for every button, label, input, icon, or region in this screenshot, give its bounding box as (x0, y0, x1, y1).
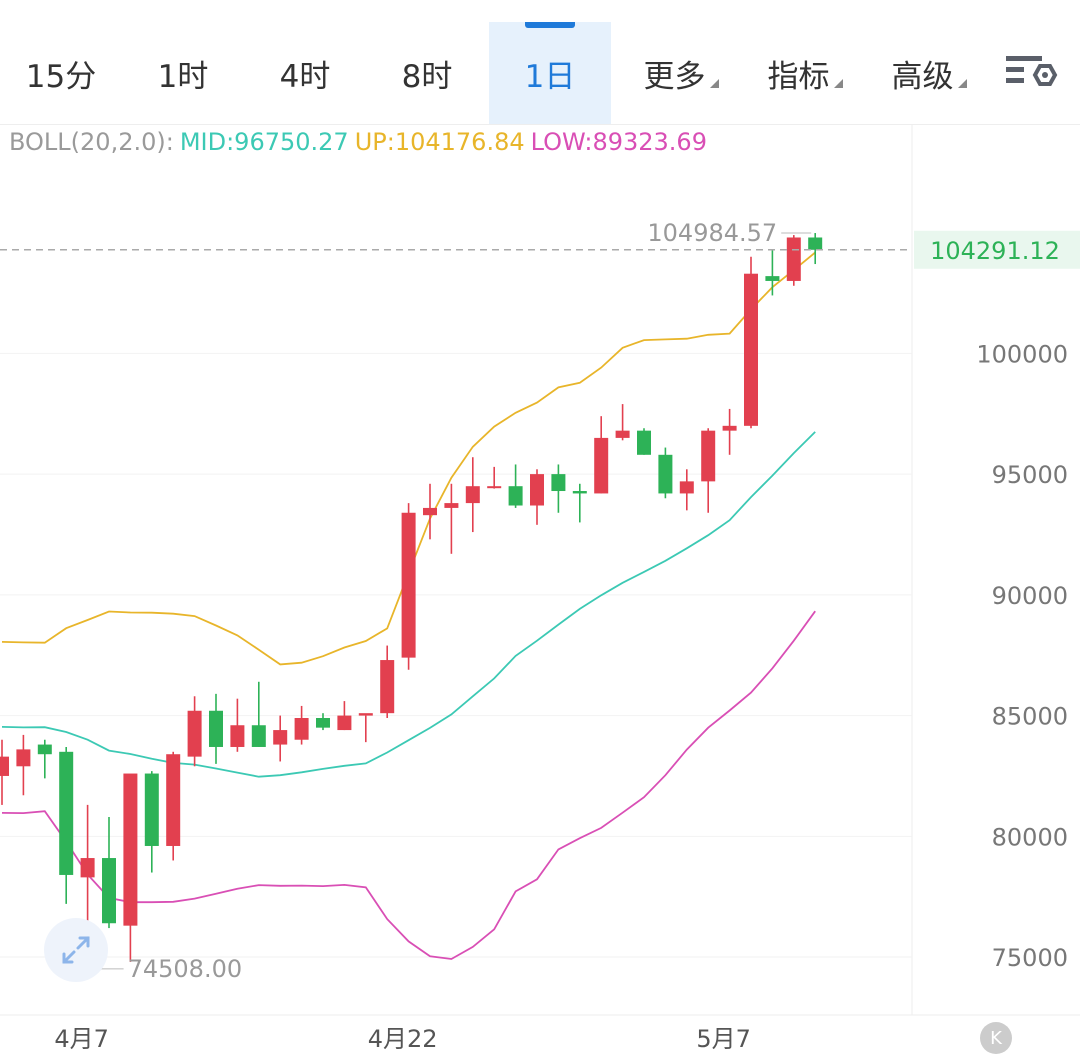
tab-1day[interactable]: 1日 (489, 22, 611, 124)
candle-body (337, 715, 352, 731)
candle-body (551, 474, 566, 492)
candle-body (380, 660, 395, 714)
candle-body (423, 507, 437, 516)
tab-1hour[interactable]: 1时 (122, 22, 244, 124)
tab-label: 更多 (643, 58, 706, 95)
candle-body (808, 237, 823, 250)
candle-body (80, 858, 95, 878)
boll-mid-line (1, 431, 816, 778)
candle-body (37, 744, 52, 755)
candle-body (594, 437, 609, 494)
tab-label: 指标 (767, 58, 830, 95)
current-price-tag (914, 230, 1080, 269)
candle-body (102, 858, 116, 924)
candle-body (765, 276, 780, 281)
boll-up-value: UP:104176.84 (354, 128, 525, 156)
boll-mid-value: MID:96750.27 (179, 128, 349, 156)
dropdown-corner-icon (957, 78, 967, 88)
candle-body (530, 474, 544, 506)
current-price-label: 104291.12 (930, 237, 1060, 265)
candle-body (487, 486, 502, 489)
candle-body (209, 710, 223, 747)
candle-body (166, 754, 181, 846)
chart-settings-icon[interactable] (1000, 50, 1060, 100)
fullscreen-button[interactable] (44, 918, 108, 982)
boll-indicator-legend: BOLL(20,2.0): MID:96750.27 UP:104176.84 LOW… (9, 128, 713, 156)
candle-body (658, 454, 673, 494)
tab-indicators[interactable]: 指标 (750, 22, 860, 124)
candle-body (358, 713, 373, 716)
candle-body (230, 725, 245, 747)
tab-label: 高级 (891, 58, 954, 95)
candle-body (572, 491, 587, 494)
dropdown-corner-icon (709, 78, 719, 88)
candle-body (0, 756, 9, 776)
candle-body (273, 730, 288, 745)
y-tick-label: 85000 (992, 703, 1068, 731)
min-price-label: 74508.00 (128, 955, 243, 983)
candle-body (444, 503, 459, 508)
candle-body (59, 751, 74, 875)
k-line-button[interactable]: K (980, 1022, 1012, 1054)
expand-arrows-icon (62, 936, 90, 964)
tab-label: 4时 (279, 58, 331, 95)
tab-label: 8时 (401, 58, 453, 95)
k-button-label: K (990, 1027, 1002, 1049)
candle-body (144, 773, 159, 846)
timeframe-tab-bar: 15分 1时 4时 8时 1日 更多 指标 高级 (0, 0, 1080, 125)
tab-4hour[interactable]: 4时 (244, 22, 366, 124)
candle-body (637, 430, 651, 455)
x-tick-label: 4月22 (368, 1025, 438, 1053)
boll-lower-line (1, 610, 816, 960)
boll-params: BOLL(20,2.0): (9, 128, 174, 156)
candle-body (316, 718, 330, 728)
boll-low-value: LOW:89323.69 (530, 128, 707, 156)
dropdown-corner-icon (833, 78, 843, 88)
x-tick-label: 4月7 (54, 1025, 109, 1053)
candle-body (251, 725, 266, 747)
tab-more[interactable]: 更多 (626, 22, 736, 124)
candle-body (187, 710, 202, 757)
candle-body (722, 425, 737, 431)
candle-body (123, 773, 138, 926)
y-tick-label: 90000 (992, 582, 1068, 610)
max-price-label: 104984.57 (647, 219, 777, 247)
candle-body (701, 430, 716, 482)
candle-body (615, 430, 630, 438)
candle-body (786, 237, 801, 281)
tab-label: 15分 (25, 58, 97, 95)
y-tick-label: 95000 (992, 461, 1068, 489)
tab-label: 1日 (524, 58, 576, 95)
candle-body (465, 486, 480, 504)
candle-body (508, 486, 523, 506)
tab-15min[interactable]: 15分 (0, 22, 122, 124)
candle-body (744, 273, 758, 426)
tab-advanced[interactable]: 高级 (874, 22, 984, 124)
x-tick-label: 5月7 (696, 1025, 751, 1053)
candle-body (679, 481, 694, 494)
candle-body (16, 749, 31, 767)
tab-label: 1时 (157, 58, 209, 95)
candle-body (294, 718, 309, 740)
y-tick-label: 80000 (992, 823, 1068, 851)
candle-body (401, 512, 416, 658)
candlestick-chart[interactable]: 100000 95000 90000 85000 80000 75000 4月7 4月22 5月… (0, 124, 1080, 1061)
tab-8hour[interactable]: 8时 (366, 22, 488, 124)
y-tick-label: 75000 (992, 944, 1068, 972)
y-tick-label: 100000 (976, 340, 1068, 368)
